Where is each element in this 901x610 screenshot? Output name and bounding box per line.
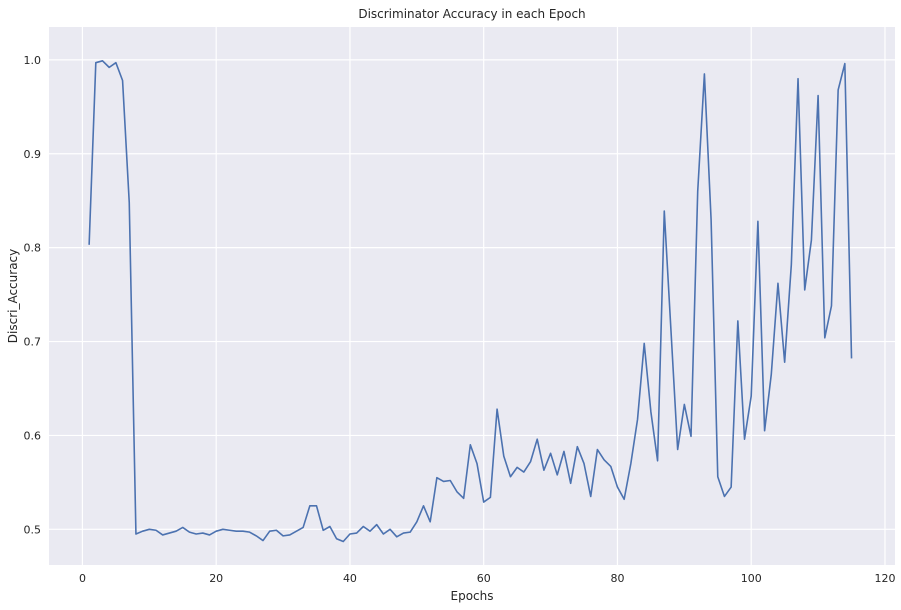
y-tick-label: 0.9 <box>24 148 42 161</box>
x-tick-label: 80 <box>610 572 624 585</box>
x-tick-label: 40 <box>343 572 357 585</box>
y-tick-label: 0.5 <box>24 523 42 536</box>
y-axis-label: Discri_Accuracy <box>6 249 20 343</box>
y-tick-label: 0.8 <box>24 242 42 255</box>
x-axis-label: Epochs <box>451 589 494 603</box>
x-tick-label: 60 <box>477 572 491 585</box>
x-tick-label: 20 <box>209 572 223 585</box>
x-axis-ticks: 0 20 40 60 80 100 120 <box>79 572 896 585</box>
y-tick-label: 0.6 <box>24 429 42 442</box>
y-axis-ticks: 0.5 0.6 0.7 0.8 0.9 1.0 <box>24 54 42 536</box>
y-tick-label: 0.7 <box>24 336 42 349</box>
plot-area <box>49 27 895 565</box>
y-tick-label: 1.0 <box>24 54 42 67</box>
x-tick-label: 0 <box>79 572 86 585</box>
chart-title: Discriminator Accuracy in each Epoch <box>358 7 585 21</box>
x-tick-label: 120 <box>874 572 895 585</box>
x-tick-label: 100 <box>741 572 762 585</box>
series-line <box>88 60 853 543</box>
